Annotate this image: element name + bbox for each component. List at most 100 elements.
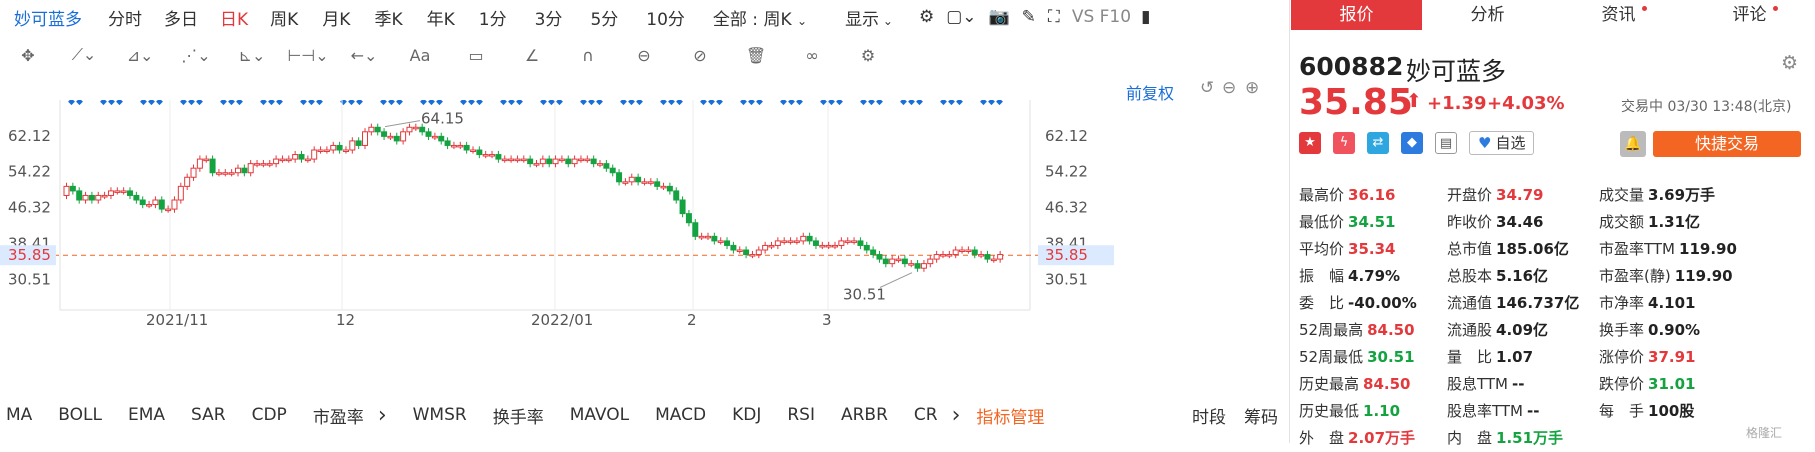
- tab-news[interactable]: 资讯: [1553, 0, 1684, 30]
- tag-icon[interactable]: ◆: [1401, 132, 1423, 154]
- indicator-item[interactable]: 换手率: [492, 407, 544, 428]
- camera-icon[interactable]: 📷: [988, 7, 1010, 27]
- candle: [749, 254, 756, 257]
- event-marker-icon: ◆: [900, 100, 907, 107]
- adjust-label[interactable]: 前复权: [1126, 84, 1175, 103]
- period-tab[interactable]: 3分: [534, 9, 563, 30]
- period-tab[interactable]: 1分: [478, 9, 507, 30]
- tab-analysis[interactable]: 分析: [1470, 5, 1505, 25]
- sidebar-toggle-icon[interactable]: ▮: [1141, 7, 1151, 27]
- candle: [711, 235, 718, 242]
- wave-tool-icon[interactable]: ⋰⌄: [181, 45, 211, 65]
- indicator-manage-button[interactable]: 指标管理: [976, 407, 1045, 428]
- candle: [920, 263, 927, 269]
- indicator-item[interactable]: RSI: [787, 405, 815, 425]
- bell-icon[interactable]: 🔔: [1620, 131, 1646, 157]
- period-tab[interactable]: 周K: [270, 9, 299, 30]
- indicator-item[interactable]: MA: [6, 405, 33, 425]
- period-button[interactable]: 时段: [1192, 407, 1226, 428]
- link-icon[interactable]: ∞: [805, 45, 819, 65]
- indicator-item[interactable]: CDP: [251, 405, 287, 425]
- indicator-item[interactable]: ARBR: [840, 405, 888, 425]
- watchlist-button[interactable]: ♥ 自选: [1469, 131, 1535, 155]
- period-tab[interactable]: 日K: [220, 9, 249, 30]
- angle-tool-icon[interactable]: ∠: [524, 45, 540, 65]
- chart-style-icon[interactable]: ▢⌄: [946, 7, 977, 27]
- delete-icon[interactable]: 🗑: [745, 45, 767, 65]
- draw-settings-icon[interactable]: ⚙: [860, 45, 876, 65]
- arrow-tool-icon[interactable]: ←⌄: [350, 45, 378, 65]
- stat-label: 外 盘: [1299, 429, 1345, 447]
- lightning-icon[interactable]: ϟ: [1333, 132, 1355, 154]
- zoom-in-icon[interactable]: ⊕: [1245, 78, 1260, 98]
- sync-icon[interactable]: ⊖: [637, 45, 651, 65]
- candle: [622, 181, 629, 184]
- stat-label: 平均价: [1299, 240, 1345, 258]
- candle: [819, 244, 826, 248]
- period-tab[interactable]: 5分: [590, 9, 619, 30]
- indicator-item[interactable]: 市盈率: [312, 407, 364, 428]
- candlestick-chart[interactable]: ◆ ◆ ◆ ◆ ◆ ◆ ◆ ◆ ◆ ◆ ◆ ◆ ◆ ◆ ◆ ◆ ◆ ◆ ◆ ◆ ◆ ◆ ◆ ◆ ◆ ◆ ◆ ◆ ◆ ◆ ◆ ◆ ◆ ◆ ◆ ◆ ◆ ◆ ◆ ◆…: [0, 100, 1290, 400]
- indicator-item[interactable]: SAR: [191, 405, 226, 425]
- period-tab[interactable]: 月K: [322, 9, 351, 30]
- comment-tool-icon[interactable]: ▭: [468, 45, 484, 65]
- event-marker-icon: ◆: [748, 100, 755, 107]
- undo-icon[interactable]: ↺: [1200, 78, 1215, 98]
- chevron-right-icon[interactable]: ›: [377, 402, 387, 428]
- candle: [133, 194, 140, 201]
- range-select[interactable]: 全部 : 周K ⌄: [712, 9, 808, 30]
- quick-trade-button[interactable]: 快捷交易: [1653, 131, 1801, 157]
- line-tool-icon[interactable]: ⟋⌄: [71, 45, 97, 64]
- polyline-tool-icon[interactable]: ⊿⌄: [126, 45, 154, 65]
- candle: [514, 158, 521, 162]
- indicator-item[interactable]: MAVOL: [569, 405, 630, 425]
- settings-icon[interactable]: ⚙: [1781, 52, 1799, 74]
- vs-f10[interactable]: VS F10: [1071, 7, 1132, 27]
- stat-label: 换手率: [1599, 321, 1645, 339]
- move-icon[interactable]: ✥: [21, 45, 35, 65]
- event-marker-icon: ◆: [588, 100, 595, 107]
- candle: [692, 222, 699, 237]
- candle: [438, 135, 445, 142]
- indicator-item[interactable]: WMSR: [412, 405, 467, 425]
- stat-label: 涨停价: [1599, 348, 1645, 366]
- indicator-item[interactable]: BOLL: [58, 405, 102, 425]
- period-tab[interactable]: 分时: [108, 9, 142, 30]
- range-tool-icon[interactable]: ⊢⊣⌄: [287, 45, 329, 65]
- magnet-icon[interactable]: ∩: [582, 45, 594, 65]
- tab-quote[interactable]: 报价: [1291, 0, 1422, 30]
- zoom-out-icon[interactable]: ⊖: [1222, 78, 1237, 98]
- indicator-item[interactable]: KDJ: [732, 405, 762, 425]
- display-menu[interactable]: 显示 ⌄: [845, 9, 893, 30]
- event-marker-icon: ◆: [668, 100, 675, 107]
- period-tab[interactable]: 季K: [374, 9, 403, 30]
- stock-name[interactable]: 妙可蓝多: [14, 9, 82, 30]
- period-tab[interactable]: 年K: [426, 9, 455, 30]
- period-tab[interactable]: 多日: [164, 9, 198, 30]
- indicator-item[interactable]: CR: [913, 405, 938, 425]
- chevron-right-icon[interactable]: ›: [951, 402, 961, 428]
- stat-label: 52周最高: [1299, 321, 1364, 339]
- pen-icon[interactable]: ✎: [1021, 7, 1036, 27]
- stat-value: --: [1527, 402, 1540, 420]
- event-marker-icon: ◆: [940, 100, 947, 107]
- candle: [978, 254, 985, 257]
- tab-comments[interactable]: 评论: [1684, 0, 1815, 30]
- stat-item: 流通值 146.737亿: [1447, 290, 1579, 317]
- indicator-item[interactable]: EMA: [127, 405, 166, 425]
- settings-icon[interactable]: ⚙: [918, 7, 935, 27]
- fib-tool-icon[interactable]: ⊾⌄: [238, 45, 266, 65]
- stat-value: 30.51: [1367, 348, 1415, 366]
- hide-icon[interactable]: ⊘: [693, 45, 707, 65]
- note-icon[interactable]: ▤: [1435, 132, 1457, 154]
- chips-button[interactable]: 筹码: [1244, 407, 1278, 428]
- text-tool-icon[interactable]: Aa: [409, 45, 431, 65]
- indicator-item[interactable]: MACD: [655, 405, 707, 425]
- fullscreen-icon[interactable]: ⛶: [1047, 7, 1060, 27]
- period-tab[interactable]: 10分: [646, 9, 685, 30]
- candle: [520, 158, 527, 162]
- shuffle-icon[interactable]: ⇄: [1367, 132, 1389, 154]
- stat-item: 最高价 36.16: [1299, 182, 1395, 209]
- event-marker-icon: ◆: [108, 100, 115, 107]
- candle: [362, 131, 369, 146]
